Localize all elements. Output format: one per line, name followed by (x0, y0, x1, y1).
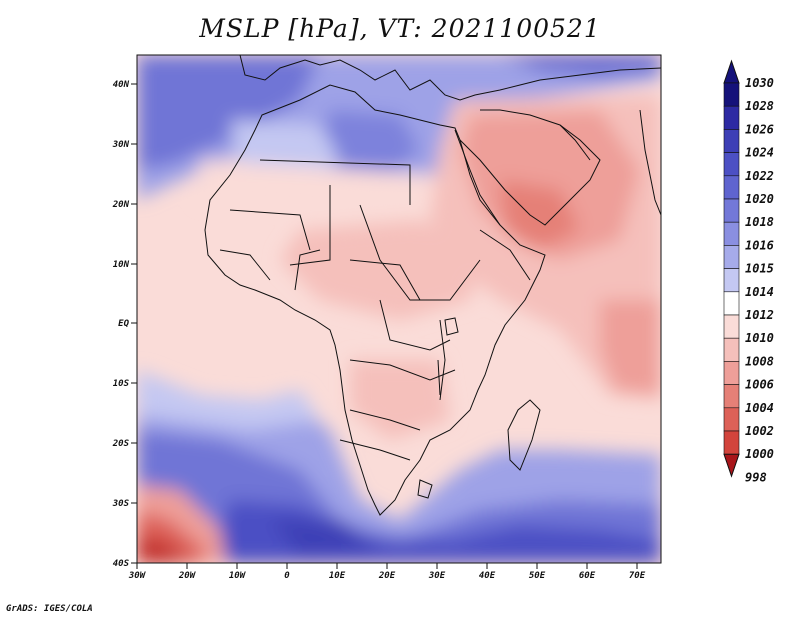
colorbar-label: 998 (745, 470, 767, 484)
grads-credit: GrADS: IGES/COLA (6, 604, 93, 614)
madagascar-coastline (507, 399, 541, 471)
colorbar-label: 1018 (745, 215, 774, 229)
colorbar-swatch (723, 129, 740, 153)
x-tick-30w: 30W (128, 571, 147, 581)
x-axis-labels: 30W 20W 10W 0 10E 20E 30E 40E 50E 60E 70… (128, 571, 646, 581)
colorbar-swatch (723, 221, 740, 246)
x-tick-50e: 50E (529, 571, 546, 581)
colorbar-label: 1006 (745, 378, 774, 392)
arabia-coastline (459, 109, 601, 226)
colorbar-label: 1012 (745, 308, 774, 322)
colorbar-label: 1024 (745, 146, 774, 160)
colorbar-label: 1026 (745, 122, 774, 136)
colorbar-swatch (723, 314, 740, 339)
colorbar-swatch (723, 407, 740, 432)
x-tick-20e: 20E (378, 571, 396, 581)
x-tick-20w: 20W (178, 571, 197, 581)
colorbar-swatch (723, 430, 740, 455)
colorbar-label: 1030 (745, 76, 774, 90)
y-tick-10s: 10S (113, 379, 130, 389)
x-tick-30e: 30E (428, 571, 446, 581)
colorbar-swatch (723, 152, 740, 177)
y-tick-30n: 30N (112, 140, 130, 150)
y-tick-30s: 30S (112, 499, 130, 509)
x-tick-40e: 40E (479, 571, 496, 581)
colorbar-label: 1028 (745, 99, 774, 113)
x-tick-70e: 70E (629, 571, 646, 581)
map-title: MSLP [hPa], VT: 2021100521 (199, 14, 601, 43)
x-tick-60e: 60E (579, 571, 596, 581)
colorbar-swatch (723, 384, 740, 409)
y-axis-labels: 40N 30N 20N 10N EQ 10S 20S 30S 40S (112, 80, 130, 569)
colorbar-label: 1010 (745, 331, 774, 345)
colorbar-label: 1014 (745, 285, 774, 299)
colorbar-label: 1016 (745, 238, 774, 252)
colorbar-swatch (723, 82, 740, 107)
plot-frame (136, 54, 662, 564)
colorbar-swatch (723, 361, 740, 385)
colorbar-swatch (723, 291, 740, 316)
colorbar-bottom-arrow (723, 453, 740, 478)
colorbar-top-arrow (723, 59, 740, 84)
y-tick-20s: 20S (112, 439, 130, 449)
colorbar-label: 1020 (745, 192, 774, 206)
pressure-field (137, 55, 661, 563)
colorbar-swatch (723, 337, 740, 362)
y-tick-20n: 20N (112, 200, 130, 210)
y-tick-eq: EQ (118, 319, 129, 329)
coastlines (204, 55, 661, 516)
colorbar-label: 1015 (745, 262, 774, 276)
colorbar: 1030 1028 1026 1024 1022 1020 1018 1016 1015 1014… (723, 59, 774, 484)
colorbar-swatch (723, 198, 740, 223)
africa-coastline (204, 84, 546, 516)
colorbar-swatch (723, 105, 740, 130)
y-tick-40n: 40N (113, 80, 130, 90)
axis-ticks (131, 83, 638, 569)
colorbar-swatch (723, 245, 740, 269)
y-tick-40s: 40S (113, 559, 130, 569)
colorbar-label: 1002 (745, 424, 774, 438)
colorbar-swatch (723, 175, 740, 200)
colorbar-label: 1000 (745, 447, 774, 461)
colorbar-label: 1008 (745, 354, 774, 368)
y-tick-10n: 10N (113, 260, 130, 270)
colorbar-swatch (723, 268, 740, 293)
colorbar-label: 1004 (745, 401, 774, 415)
x-tick-10w: 10W (229, 571, 247, 581)
x-tick-10e: 10E (329, 571, 346, 581)
x-tick-0: 0 (284, 571, 290, 581)
colorbar-label: 1022 (745, 169, 774, 183)
